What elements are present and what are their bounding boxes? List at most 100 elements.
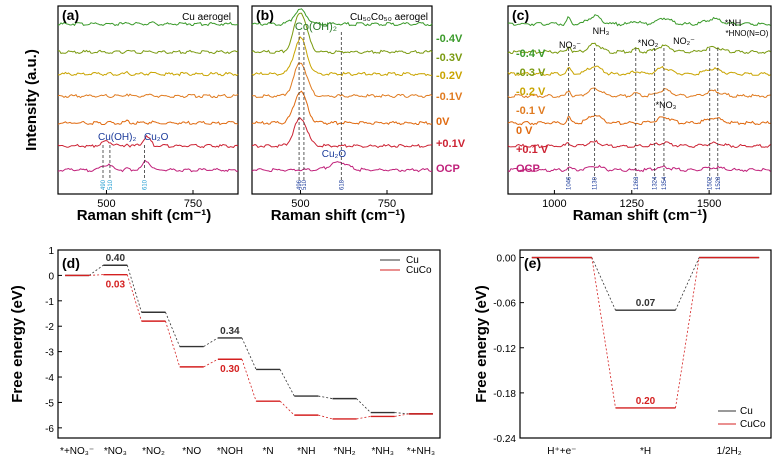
panel-c-peak-label-5: 1502 bbox=[708, 176, 714, 190]
pd-cuco-connector-1 bbox=[126, 274, 142, 322]
pd-cu-connector-2 bbox=[165, 312, 181, 347]
pd-value-label-3: 0.30 bbox=[220, 364, 240, 375]
panel-a-annotation-cu2o: Cu₂O bbox=[144, 132, 169, 143]
panel-a-xtick-0: 500 bbox=[97, 198, 115, 210]
pd-category-6: *NH bbox=[297, 446, 315, 457]
panel-b-xtick-0: 500 bbox=[291, 198, 309, 210]
pd-category-1: *NO₃ bbox=[104, 446, 127, 457]
pd-category-5: *N bbox=[263, 446, 274, 457]
panel-c-xtick-1: 1250 bbox=[620, 198, 644, 210]
panel-a-frame bbox=[57, 5, 239, 195]
pe-category-0: H⁺+e⁻ bbox=[547, 446, 576, 457]
pe-cuco-connector-1 bbox=[675, 257, 700, 408]
panel-c-series-label-3: -0.1 V bbox=[516, 105, 546, 117]
panel-a-peak-label-0: 490 bbox=[101, 179, 107, 190]
panel-c-series-label-4: 0 V bbox=[516, 125, 533, 137]
panel-e-ylabel: Free energy (eV) bbox=[473, 285, 490, 403]
panel-d-legend-cu: Cu bbox=[406, 255, 419, 266]
panel-b-series-label-3: -0.1V bbox=[436, 91, 463, 103]
panel-b-series-label-2: -0.2V bbox=[436, 70, 463, 82]
panel-a: (a) Cu aerogel Cu(OH)₂ Cu₂O 500 750 490 510… bbox=[23, 5, 239, 224]
pd-value-label-1: 0.03 bbox=[106, 280, 126, 291]
panel-c-frame bbox=[507, 5, 772, 195]
panel-c-xtick-0: 1000 bbox=[542, 198, 566, 210]
panel-b-series-label-1: -0.3V bbox=[436, 52, 463, 64]
panel-b-series-5 bbox=[251, 117, 433, 149]
panel-a-series-4 bbox=[57, 119, 239, 126]
panel-b-label: (b) bbox=[256, 7, 274, 23]
panel-c-annotation-2: *NO₂ bbox=[638, 38, 659, 48]
panel-c-series-0 bbox=[507, 14, 771, 27]
panel-c-annotation-1: NH₃ bbox=[593, 26, 610, 36]
panel-b-series-label-6: OCP bbox=[436, 163, 460, 175]
panel-c-peak-label-3: 1324 bbox=[653, 176, 659, 190]
pd-cuco-connector-7 bbox=[356, 416, 371, 420]
panel-b-frame bbox=[251, 5, 433, 195]
panel-c-peak-label-4: 1354 bbox=[662, 176, 668, 190]
panel-a-series-0 bbox=[57, 21, 239, 27]
panel-c-series-label-0: -0.4 V bbox=[516, 48, 546, 60]
panel-b-series-label-4: 0V bbox=[436, 116, 450, 128]
panel-c-series-5 bbox=[507, 139, 771, 149]
pe-category-2: 1/2H₂ bbox=[717, 446, 742, 457]
panel-c-xlabel: Raman shift (cm⁻¹) bbox=[573, 207, 708, 224]
panel-a-xlabel: Raman shift (cm⁻¹) bbox=[77, 207, 212, 224]
pd-ytick-0: 1 bbox=[48, 246, 54, 257]
panel-c-peak-label-6: 1528 bbox=[716, 176, 722, 190]
panel-d: 1 0 -1 -2 -3 -4 -5 -6 *+NO₃⁻ *NO₃ *NO₂ *NO *NOH *N *N… bbox=[9, 246, 441, 457]
pd-cuco-connector-6 bbox=[318, 414, 333, 420]
panel-b: (b) Cu₅₀Co₅₀ aerogel Co(OH)₂ Cu₂O 500 750… bbox=[251, 5, 466, 224]
panel-c-series-label-5: +0.1 V bbox=[516, 144, 549, 156]
panel-d-ylabel: Free energy (eV) bbox=[9, 285, 26, 403]
pd-ytick-6: -5 bbox=[45, 398, 54, 409]
panel-c-series-1 bbox=[507, 42, 771, 55]
panel-b-title: Cu₅₀Co₅₀ aerogel bbox=[350, 12, 428, 23]
panel-a-annotation-cuoh2: Cu(OH)₂ bbox=[98, 132, 136, 143]
pd-cuco-connector-8 bbox=[394, 413, 409, 417]
panel-b-peak-label-0: 496 bbox=[297, 179, 303, 190]
panel-c-peak-label-1: 1130 bbox=[593, 176, 599, 190]
panel-e-legend-cu: Cu bbox=[740, 406, 753, 417]
panel-b-series-label-5: +0.1V bbox=[436, 138, 466, 150]
panel-b-series-3 bbox=[251, 62, 433, 99]
pd-cuco-connector-4 bbox=[241, 359, 257, 402]
pe-ytick-3: -0.18 bbox=[493, 389, 516, 400]
panel-b-xtick-1: 750 bbox=[378, 198, 396, 210]
pd-cuco-connector-5 bbox=[279, 400, 295, 416]
panel-a-series-3 bbox=[57, 93, 239, 99]
pd-cuco-connector-3 bbox=[203, 358, 219, 368]
pe-ytick-1: -0.06 bbox=[493, 299, 516, 310]
pd-category-0: *+NO₃⁻ bbox=[60, 446, 94, 457]
pd-cu-connector-1 bbox=[126, 265, 142, 313]
panel-c-annotation-6: *HNO(N=O) bbox=[726, 29, 769, 38]
pd-ytick-3: -2 bbox=[45, 322, 54, 333]
panel-c-series-2 bbox=[507, 65, 771, 77]
pd-cu-connector-5 bbox=[279, 369, 295, 397]
pd-category-3: *NO bbox=[182, 446, 201, 457]
panel-a-ylabel: Intensity (a.u.) bbox=[23, 49, 40, 151]
pd-ytick-5: -4 bbox=[45, 373, 54, 384]
pe-cu-connector-0 bbox=[591, 257, 616, 311]
panel-e-label: (e) bbox=[524, 255, 541, 271]
pd-cu-connector-3 bbox=[203, 337, 219, 347]
pd-cu-connector-8 bbox=[394, 412, 409, 415]
pd-cu-connector-0 bbox=[88, 264, 104, 276]
pd-category-2: *NO₂ bbox=[142, 446, 165, 457]
panel-c-series-label-1: -0.3 V bbox=[516, 67, 546, 79]
panel-b-peak-label-1: 510 bbox=[302, 179, 308, 190]
panel-b-series-label-0: -0.4V bbox=[436, 33, 463, 45]
panel-e-legend-cuco: CuCo bbox=[740, 419, 766, 430]
panel-c-series-3 bbox=[507, 87, 771, 99]
panel-c-peak-label-0: 1046 bbox=[567, 176, 573, 190]
panel-b-series-1 bbox=[251, 12, 433, 55]
panel-e-frame bbox=[519, 249, 772, 439]
pd-value-label-0: 0.40 bbox=[106, 253, 126, 264]
pd-ytick-4: -3 bbox=[45, 348, 54, 359]
panel-b-series-0 bbox=[251, 8, 433, 27]
pe-cu-connector-1 bbox=[675, 257, 700, 311]
panel-c-annotation-5: *NH bbox=[725, 18, 742, 28]
panel-e: 0.00 -0.06 -0.12 -0.18 -0.24 H⁺+e⁻ *H 1/2H₂ 0.… bbox=[473, 249, 772, 457]
panel-a-series-6 bbox=[57, 159, 239, 173]
pd-cuco-connector-0 bbox=[89, 274, 104, 276]
panel-c-xtick-2: 1500 bbox=[697, 198, 721, 210]
